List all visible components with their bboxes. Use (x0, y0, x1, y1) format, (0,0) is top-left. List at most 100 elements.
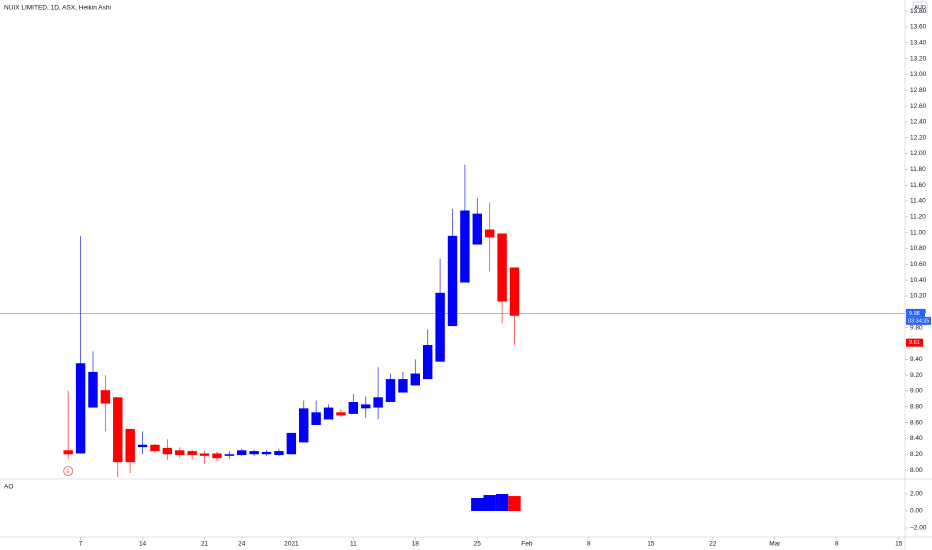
y-tick-label: 13.80 (910, 8, 927, 15)
candle-body (472, 213, 483, 245)
candle-body (249, 451, 259, 455)
candle-body (311, 412, 321, 425)
y-tick-label: 12.20 (910, 134, 927, 141)
x-tick-label: 15 (647, 541, 655, 548)
ao-bar (495, 494, 509, 512)
x-tick-label: Feb (521, 541, 533, 548)
x-tick-label: 7 (79, 541, 83, 548)
candle-body (497, 233, 507, 302)
y-tick-label: 0.00 (910, 508, 923, 515)
x-tick-label: 24 (238, 541, 246, 548)
x-tick-label: 21 (201, 541, 209, 548)
candle-body (88, 371, 98, 408)
x-tick-label: Mar (769, 541, 781, 548)
candle-body (336, 412, 346, 416)
price-tag-label: 9.98 (909, 311, 920, 317)
candle-body (175, 450, 185, 456)
candle-body (75, 363, 86, 454)
y-tick-label: −2.00 (910, 525, 927, 532)
candle-body (435, 292, 445, 362)
x-tick-label: 8 (835, 541, 839, 548)
candle-body (348, 402, 359, 414)
x-tick-label: 14 (139, 541, 147, 548)
indicator-title: AO (4, 484, 13, 491)
currency-badge[interactable] (912, 1, 928, 13)
candle-body (63, 450, 73, 455)
x-tick-label: 11 (350, 541, 357, 548)
candle-body (286, 432, 297, 455)
candle-body (274, 451, 284, 456)
countdown-label: 03:34:35 (908, 318, 929, 324)
ao-bar (483, 495, 496, 512)
y-tick-label: 11.00 (910, 229, 926, 236)
candle-body (261, 451, 272, 455)
y-tick-label: 13.40 (910, 39, 927, 46)
y-tick-label: 12.40 (910, 119, 927, 126)
candle-body (385, 379, 396, 403)
candle-body (299, 408, 309, 443)
candle-body (100, 390, 111, 404)
y-tick-label: 12.80 (910, 87, 927, 94)
y-tick-label: 8.80 (910, 403, 923, 410)
y-tick-label: 13.60 (910, 24, 927, 31)
ao-bar (508, 496, 521, 512)
close-tag (906, 338, 923, 347)
candle-body (410, 373, 421, 386)
y-tick-label: 11.20 (910, 214, 926, 221)
candle-body (323, 407, 334, 420)
candle-body (509, 267, 520, 316)
price-tag (906, 308, 925, 317)
candle-body (187, 451, 197, 456)
y-tick-label: 12.60 (910, 103, 927, 110)
y-tick-label: 9.20 (910, 372, 923, 379)
candle-body (422, 345, 433, 380)
x-tick-label: 15 (895, 541, 903, 548)
x-tick-label: 22 (709, 541, 717, 548)
candle-body (162, 447, 173, 455)
y-tick-label: 8.40 (910, 435, 923, 442)
countdown-tag (906, 316, 931, 325)
y-tick-label: 11.80 (910, 166, 926, 173)
y-tick-label: 8.60 (910, 419, 923, 426)
y-tick-label: 8.00 (910, 467, 923, 474)
x-tick-label: 25 (474, 541, 482, 548)
close-tag-label: 9.61 (909, 340, 920, 346)
y-tick-label: 13.00 (910, 71, 927, 78)
candle-body (137, 444, 148, 448)
candle-body (237, 450, 247, 456)
candle-body (212, 453, 222, 459)
y-tick-label: 10.60 (910, 261, 927, 268)
y-tick-label: 9.40 (910, 356, 923, 363)
candle-body (199, 453, 210, 456)
y-tick-label: 13.20 (910, 55, 927, 62)
candle-body (224, 454, 235, 456)
candle-body (484, 229, 495, 238)
chart-title: NUIX LIMITED, 1D, ASX, Heikin Ashi (4, 5, 111, 12)
ao-bar (471, 498, 484, 512)
currency-label: AUD (914, 5, 926, 11)
x-tick-label: 8 (587, 541, 591, 548)
y-tick-label: 9.00 (910, 388, 923, 395)
candle-body (447, 235, 458, 327)
candle-body (113, 397, 123, 463)
event-label: E (67, 469, 71, 475)
y-tick-label: 8.20 (910, 451, 923, 458)
candle-body (398, 379, 408, 393)
y-tick-label: 10.20 (910, 293, 927, 300)
y-tick-label: 2.00 (910, 491, 923, 498)
x-tick-label: 18 (412, 541, 420, 548)
candle-body (373, 397, 383, 408)
y-tick-label: 11.40 (910, 198, 926, 205)
event-marker[interactable] (63, 466, 74, 476)
candle-body (361, 404, 371, 409)
candle-body (125, 428, 135, 463)
y-tick-label: 12.00 (910, 150, 927, 157)
y-tick-label: 10.40 (910, 277, 927, 284)
y-tick-label: 10.80 (910, 245, 927, 252)
y-tick-label: 11.60 (910, 182, 926, 189)
candle-body (460, 210, 470, 283)
y-tick-label: 9.80 (910, 324, 923, 331)
x-tick-label: 2021 (284, 541, 299, 548)
candle-body (150, 444, 160, 452)
